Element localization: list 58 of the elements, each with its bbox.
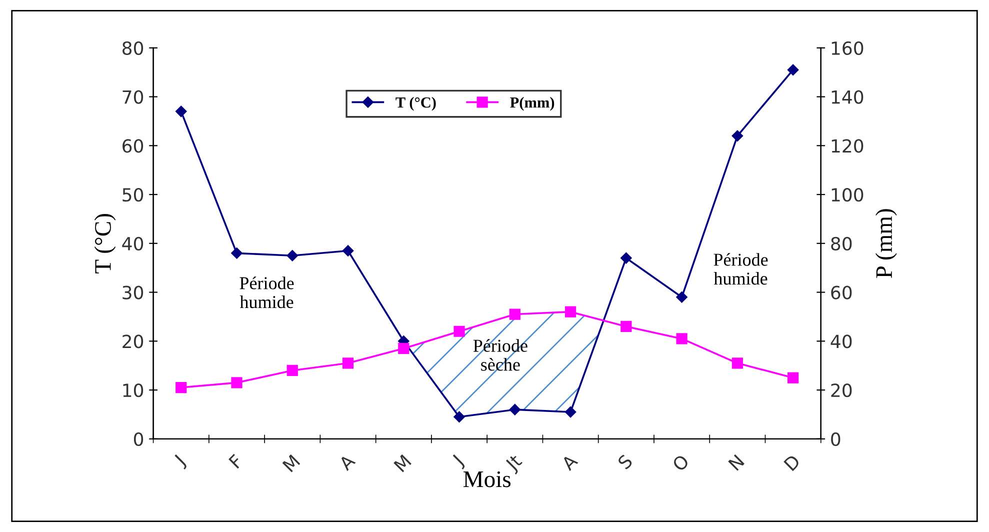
legend-label: T (°C) xyxy=(396,96,436,111)
y2-tick-label: 160 xyxy=(832,41,864,55)
y2-tick-label: 0 xyxy=(831,432,840,446)
point xyxy=(620,252,632,264)
point xyxy=(732,358,743,369)
point xyxy=(454,411,465,423)
y-tick-label: 30 xyxy=(122,286,144,300)
y2-axis-title: P (mm) xyxy=(875,209,897,278)
y-tick-label: 10 xyxy=(123,383,144,398)
point xyxy=(342,245,354,256)
y2-tick-label: 80 xyxy=(831,236,852,251)
y2-tick-label: 40 xyxy=(830,334,852,348)
y-tick-label: 60 xyxy=(122,139,144,153)
x-tick-label: J xyxy=(172,454,188,470)
y-tick-label: 40 xyxy=(122,236,144,251)
legend-label: P(mm) xyxy=(510,96,554,111)
point xyxy=(509,308,520,320)
y-tick-label: 50 xyxy=(122,188,144,202)
point xyxy=(342,358,354,369)
x-tick-label: A xyxy=(338,453,356,472)
annotation: Période humide xyxy=(240,276,294,308)
point xyxy=(286,364,298,376)
point xyxy=(787,64,799,76)
y-tick-label: 70 xyxy=(122,90,144,104)
point xyxy=(620,320,632,332)
point xyxy=(564,406,576,418)
point xyxy=(676,333,688,344)
y2-tick-label: 120 xyxy=(832,139,864,153)
x-tick-label: S xyxy=(616,454,634,470)
y2-tick-label: 60 xyxy=(831,286,852,300)
point xyxy=(176,106,187,118)
point xyxy=(509,404,521,416)
annotation: Période humide xyxy=(714,253,768,285)
y2-tick-label: 20 xyxy=(831,383,852,398)
x-tick-label: D xyxy=(784,454,801,472)
x-tick-label: A xyxy=(560,453,578,472)
point xyxy=(454,326,465,337)
point xyxy=(732,130,744,142)
x-tick-label: F xyxy=(228,454,244,469)
point xyxy=(788,372,799,384)
y2-tick-label: 140 xyxy=(832,90,864,104)
x-tick-label: O xyxy=(672,454,690,472)
x-tick-label: J xyxy=(450,454,466,470)
y2-tick-label: 100 xyxy=(832,188,864,202)
y-tick-label: 80 xyxy=(122,41,144,55)
point xyxy=(231,377,242,388)
point xyxy=(176,382,187,394)
y-axis-title: T (°C) xyxy=(94,214,116,274)
y-tick-label: 20 xyxy=(122,334,144,348)
point xyxy=(231,248,242,259)
point xyxy=(676,292,688,303)
point xyxy=(286,250,298,262)
point xyxy=(398,342,410,354)
point xyxy=(564,306,576,318)
x-tick-label: N xyxy=(728,454,744,471)
x-tick-label: M xyxy=(394,454,412,472)
y-tick-label: 0 xyxy=(134,432,144,446)
x-tick-label: M xyxy=(282,454,300,472)
